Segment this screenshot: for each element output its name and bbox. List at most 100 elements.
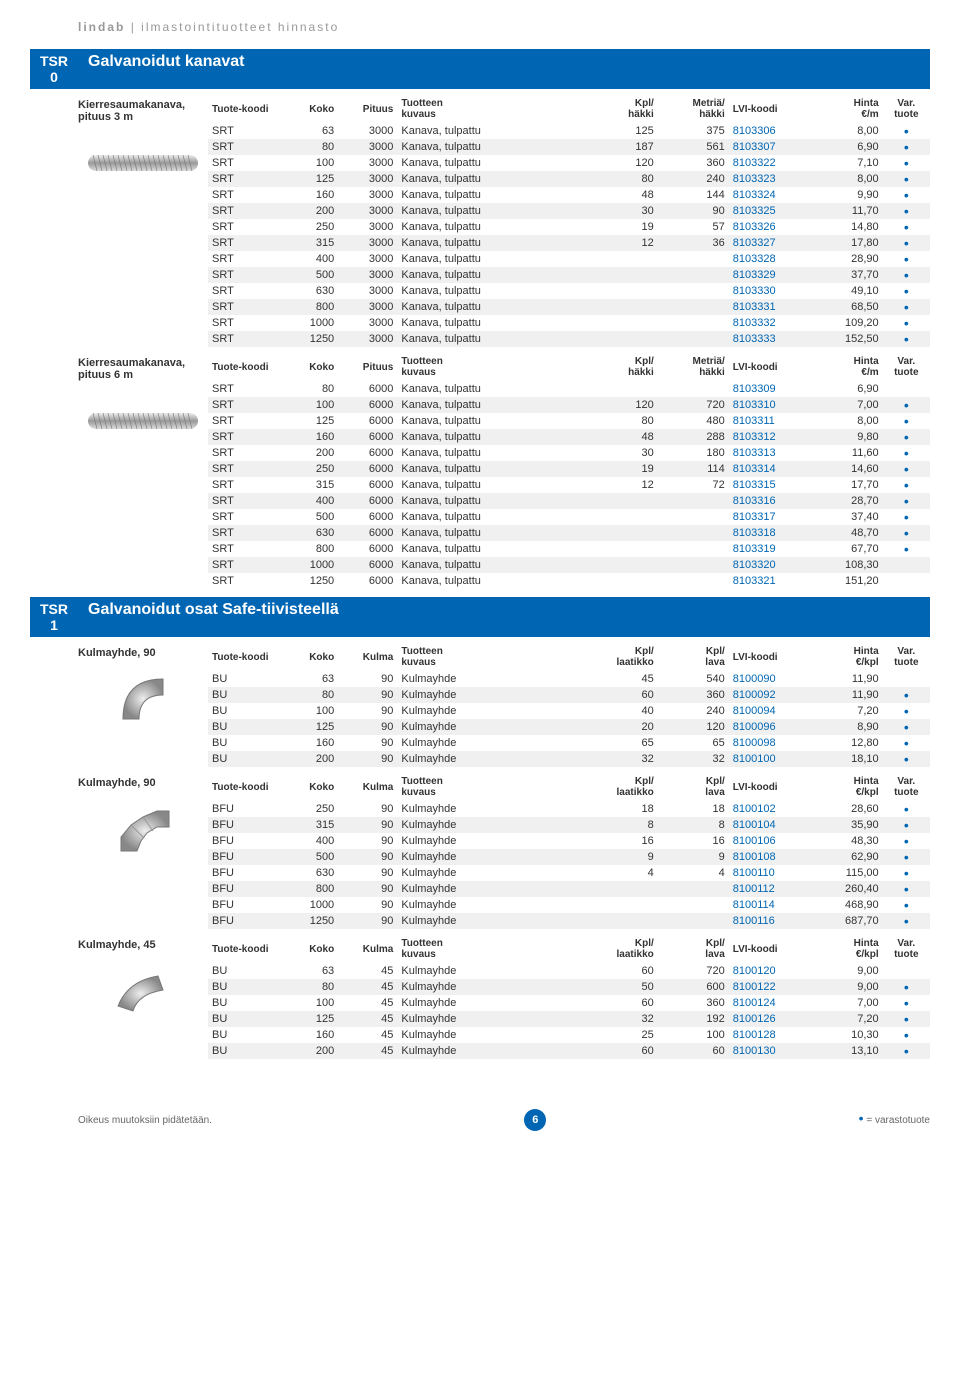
- table-cell: 8103333: [729, 331, 812, 347]
- table-cell: 90: [338, 817, 397, 833]
- table-cell: 8103326: [729, 219, 812, 235]
- table-cell: [658, 299, 729, 315]
- table-row: BU16045Kulmayhde25100810012810,30•: [208, 1027, 930, 1043]
- table-cell: •: [883, 801, 930, 817]
- section-bar: TSR 0Galvanoidut kanavat: [30, 49, 930, 89]
- table-cell: 600: [658, 979, 729, 995]
- table-cell: •: [883, 315, 930, 331]
- table-cell: 14,80: [812, 219, 883, 235]
- table-row: BU10090Kulmayhde4024081000947,20•: [208, 703, 930, 719]
- table-cell: 144: [658, 187, 729, 203]
- brand: lindab: [78, 20, 125, 34]
- section-bar: TSR 1Galvanoidut osat Safe-tiivisteellä: [30, 597, 930, 637]
- table-cell: BFU: [208, 801, 279, 817]
- table-cell: 32: [587, 1011, 658, 1027]
- table-cell: 63: [279, 963, 338, 979]
- table-cell: 100: [279, 155, 338, 171]
- table-row: BU16090Kulmayhde6565810009812,80•: [208, 735, 930, 751]
- table-cell: 6000: [338, 509, 397, 525]
- table-cell: 125: [279, 719, 338, 735]
- table-row: BU12545Kulmayhde3219281001267,20•: [208, 1011, 930, 1027]
- table-cell: BU: [208, 1011, 279, 1027]
- table-cell: 720: [658, 963, 729, 979]
- table-row: BU6390Kulmayhde45540810009011,90: [208, 671, 930, 687]
- table-cell: 48: [587, 187, 658, 203]
- table-cell: SRT: [208, 525, 279, 541]
- col-header: Var.tuote: [883, 353, 930, 381]
- table-cell: 7,00: [812, 995, 883, 1011]
- block-left: Kierresaumakanava, pituus 6 m: [78, 353, 208, 589]
- table-cell: 360: [658, 687, 729, 703]
- table-cell: 8100094: [729, 703, 812, 719]
- block-label: Kulmayhde, 45: [78, 935, 208, 951]
- table-cell: 1000: [279, 315, 338, 331]
- table-cell: BU: [208, 995, 279, 1011]
- table-cell: 720: [658, 397, 729, 413]
- table-cell: 3000: [338, 123, 397, 139]
- table-cell: 6000: [338, 429, 397, 445]
- table-row: SRT5006000Kanava, tulpattu810331737,40•: [208, 509, 930, 525]
- table-row: SRT12506000Kanava, tulpattu8103321151,20: [208, 573, 930, 589]
- table-row: SRT3156000Kanava, tulpattu1272810331517,…: [208, 477, 930, 493]
- table-cell: BU: [208, 703, 279, 719]
- table-cell: 500: [279, 849, 338, 865]
- table-cell: 13,10: [812, 1043, 883, 1059]
- table-cell: Kanava, tulpattu: [397, 331, 586, 347]
- table-cell: Kulmayhde: [397, 849, 586, 865]
- table-cell: •: [883, 123, 930, 139]
- table-cell: 8100096: [729, 719, 812, 735]
- table-row: SRT1006000Kanava, tulpattu12072081033107…: [208, 397, 930, 413]
- table-row: SRT10003000Kanava, tulpattu8103332109,20…: [208, 315, 930, 331]
- table-cell: SRT: [208, 381, 279, 397]
- table-cell: 3000: [338, 331, 397, 347]
- col-header: Hinta€/m: [812, 95, 883, 123]
- table-cell: •: [883, 139, 930, 155]
- product-block: Kulmayhde, 45Tuote-koodiKokoKulmaTuottee…: [30, 935, 930, 1059]
- table-cell: 400: [279, 833, 338, 849]
- table-cell: 8103324: [729, 187, 812, 203]
- col-header: Kpl/lava: [658, 643, 729, 671]
- table-cell: 7,00: [812, 397, 883, 413]
- table-row: BU10045Kulmayhde6036081001247,00•: [208, 995, 930, 1011]
- table-cell: BFU: [208, 881, 279, 897]
- col-header: LVI-koodi: [729, 353, 812, 381]
- table-cell: [587, 283, 658, 299]
- block-left: Kulmayhde, 90: [78, 773, 208, 929]
- table-cell: 800: [279, 299, 338, 315]
- table-cell: •: [883, 849, 930, 865]
- table-cell: 36: [658, 235, 729, 251]
- col-header: Kpl/laatikko: [587, 935, 658, 963]
- data-table: Tuote-koodiKokoKulmaTuotteenkuvausKpl/la…: [208, 773, 930, 929]
- table-cell: [587, 315, 658, 331]
- col-header: Hinta€/kpl: [812, 935, 883, 963]
- table-cell: 80: [279, 979, 338, 995]
- table-cell: Kanava, tulpattu: [397, 171, 586, 187]
- table-cell: 63: [279, 123, 338, 139]
- table-cell: Kulmayhde: [397, 1027, 586, 1043]
- product-image: [78, 381, 208, 461]
- table-cell: SRT: [208, 315, 279, 331]
- col-header: Metriä/häkki: [658, 95, 729, 123]
- table-cell: 8100098: [729, 735, 812, 751]
- table-cell: •: [883, 897, 930, 913]
- table-cell: [658, 897, 729, 913]
- table-cell: 288: [658, 429, 729, 445]
- table-cell: •: [883, 251, 930, 267]
- table-cell: 30: [587, 203, 658, 219]
- table-cell: BFU: [208, 849, 279, 865]
- table-cell: 49,10: [812, 283, 883, 299]
- table-cell: BFU: [208, 833, 279, 849]
- table-cell: 180: [658, 445, 729, 461]
- table-cell: 6000: [338, 445, 397, 461]
- table-cell: 480: [658, 413, 729, 429]
- table-cell: 8103309: [729, 381, 812, 397]
- block-table: Tuote-koodiKokoKulmaTuotteenkuvausKpl/la…: [208, 935, 930, 1059]
- table-row: BU20045Kulmayhde6060810013013,10•: [208, 1043, 930, 1059]
- table-cell: 90: [338, 865, 397, 881]
- col-header: Tuotteenkuvaus: [397, 643, 586, 671]
- table-cell: •: [883, 331, 930, 347]
- table-cell: SRT: [208, 331, 279, 347]
- table-row: SRT5003000Kanava, tulpattu810332937,70•: [208, 267, 930, 283]
- table-cell: [587, 573, 658, 589]
- table-cell: •: [883, 267, 930, 283]
